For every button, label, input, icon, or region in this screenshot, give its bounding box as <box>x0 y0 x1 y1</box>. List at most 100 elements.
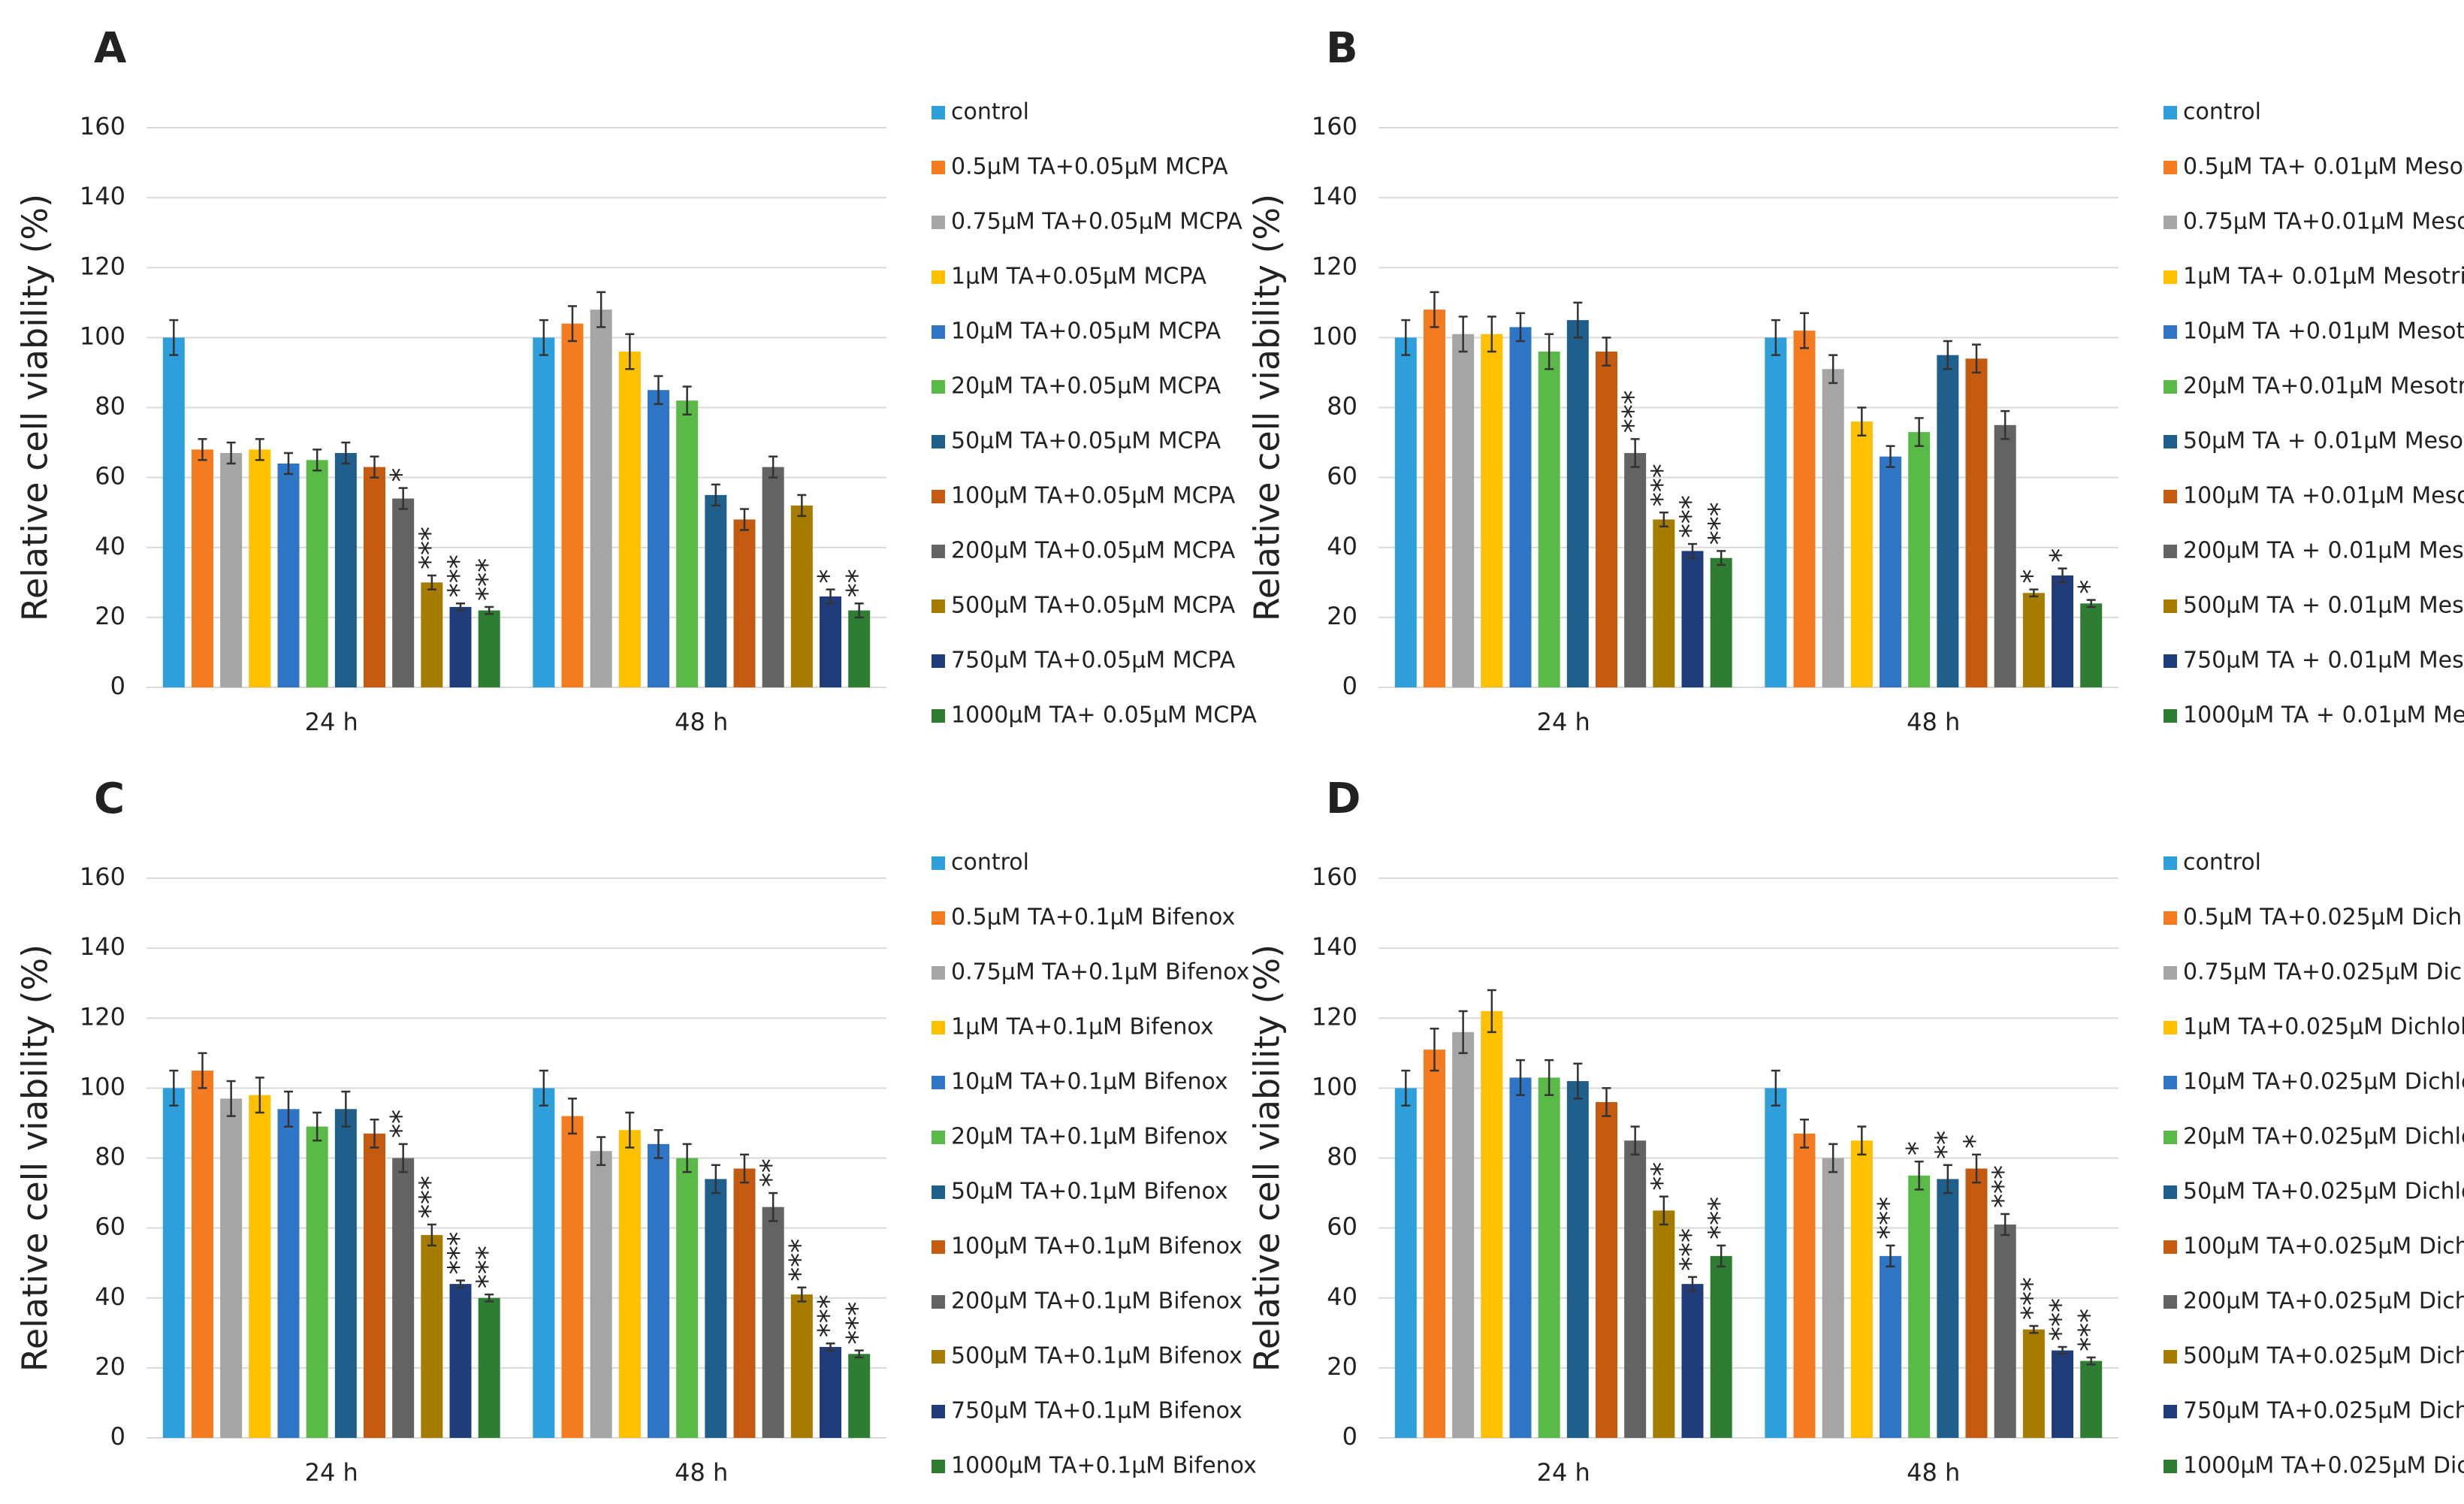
bar <box>306 460 328 687</box>
bar <box>163 337 185 687</box>
y-tick-label: 0 <box>1342 672 1357 700</box>
significance: ** <box>1645 1162 1678 1191</box>
legend-swatch <box>2164 654 2177 668</box>
x-tick-label: 24 h <box>1537 708 1590 736</box>
legend-swatch <box>932 325 945 339</box>
y-tick-label: 0 <box>110 1422 125 1451</box>
legend-swatch <box>2164 216 2177 229</box>
significance: *** <box>1703 502 1736 545</box>
legend-swatch <box>932 1460 945 1473</box>
bar <box>2080 603 2102 687</box>
legend-label: 1000μM TA+ 0.05μM MCPA <box>951 702 1257 729</box>
y-tick-label: 140 <box>1312 932 1357 961</box>
legend-swatch <box>932 1295 945 1309</box>
bar <box>848 1354 870 1438</box>
legend-swatch <box>932 106 945 119</box>
significance: * <box>2044 548 2077 563</box>
legend-label: 750μM TA+0.025μM Dichlobenil <box>2183 1398 2464 1424</box>
legend-label: 750μM TA + 0.01μM Mesotrione <box>2183 648 2464 674</box>
bar <box>1481 334 1502 687</box>
y-tick-label: 40 <box>1327 532 1357 560</box>
y-tick-label: 160 <box>1312 112 1357 140</box>
bar <box>1395 1088 1417 1438</box>
bar <box>820 1347 841 1438</box>
y-tick-label: 40 <box>95 532 125 560</box>
legend-label: 1000μM TA+0.1μM Bifenox <box>951 1453 1257 1479</box>
legend-swatch <box>2164 490 2177 503</box>
legend-swatch <box>2164 1131 2177 1144</box>
legend-swatch <box>932 1405 945 1418</box>
bar <box>1682 551 1704 687</box>
bar <box>648 390 669 687</box>
legend-swatch <box>2164 709 2177 723</box>
legend-swatch <box>932 856 945 870</box>
legend-swatch <box>932 911 945 925</box>
legend-label: 0.75μM TA+0.05μM MCPA <box>951 209 1243 235</box>
legend-label: 1μM TA+0.025μM Dichlobenil <box>2183 1014 2464 1040</box>
bar <box>450 1284 472 1438</box>
bar <box>1994 425 2016 687</box>
bar <box>676 400 698 687</box>
bar <box>1908 432 1930 687</box>
legend-label: 0.75μM TA+0.025μM Dichlobenil <box>2183 959 2464 986</box>
legend-label: 10μM TA +0.01μM Mesotrione <box>2183 319 2464 345</box>
legend-label: 0.5μM TA+0.05μM MCPA <box>951 154 1228 180</box>
bar <box>421 582 442 687</box>
bar <box>762 467 784 687</box>
legend-label: 50μM TA+0.025μM Dichlobenil <box>2183 1179 2464 1205</box>
legend-swatch <box>2164 1350 2177 1364</box>
bar <box>1653 520 1674 688</box>
bar <box>1851 1140 1873 1438</box>
bar <box>705 1179 726 1438</box>
legend-swatch <box>2164 1295 2177 1309</box>
y-tick-label: 100 <box>1312 322 1357 350</box>
bar <box>192 449 213 687</box>
bar <box>1965 1168 1987 1438</box>
legend-swatch <box>932 709 945 723</box>
legend-swatch <box>2164 435 2177 448</box>
legend-label: 200μM TA+0.05μM MCPA <box>951 538 1236 564</box>
y-tick-label: 100 <box>1312 1072 1357 1101</box>
y-tick-label: 120 <box>1312 1002 1357 1031</box>
legend-label: 1000μM TA + 0.01μM Mesotrione <box>2183 702 2464 729</box>
legend-swatch <box>2164 545 2177 558</box>
bar <box>1880 457 1901 687</box>
legend-swatch <box>932 270 945 284</box>
bar <box>676 1158 698 1439</box>
bar <box>421 1235 442 1438</box>
bar <box>1596 352 1617 687</box>
y-tick-label: 60 <box>1327 1213 1357 1241</box>
legend-swatch <box>932 599 945 613</box>
y-tick-label: 140 <box>1312 182 1357 210</box>
significance: * <box>2073 580 2106 594</box>
legend-label: 500μM TA+0.1μM Bifenox <box>951 1343 1243 1370</box>
y-tick-label: 80 <box>95 1143 125 1171</box>
legend-swatch <box>932 1131 945 1144</box>
legend-label: control <box>2183 99 2261 125</box>
legend-label: 1μM TA+0.1μM Bifenox <box>951 1014 1214 1040</box>
bar <box>1682 1284 1704 1438</box>
bar <box>450 607 472 687</box>
legend-swatch <box>2164 1021 2177 1034</box>
x-tick-label: 24 h <box>305 708 358 736</box>
significance: *** <box>1987 1165 2020 1208</box>
legend-swatch <box>2164 161 2177 174</box>
panel-label: D <box>1326 775 1360 823</box>
bar <box>1822 369 1844 687</box>
bar <box>192 1071 213 1438</box>
legend-swatch <box>932 1021 945 1034</box>
bar <box>533 337 554 687</box>
x-tick-label: 48 h <box>1907 1458 1960 1487</box>
significance: ** <box>385 1110 418 1138</box>
legend-label: control <box>951 99 1029 125</box>
bar <box>1624 453 1646 687</box>
significance: *** <box>841 1302 874 1345</box>
bar <box>1965 358 1987 687</box>
y-tick-label: 160 <box>80 862 125 891</box>
bar <box>820 596 841 687</box>
legend-swatch <box>2164 911 2177 925</box>
bar <box>277 464 299 687</box>
legend-label: 10μM TA+0.05μM MCPA <box>951 319 1221 345</box>
